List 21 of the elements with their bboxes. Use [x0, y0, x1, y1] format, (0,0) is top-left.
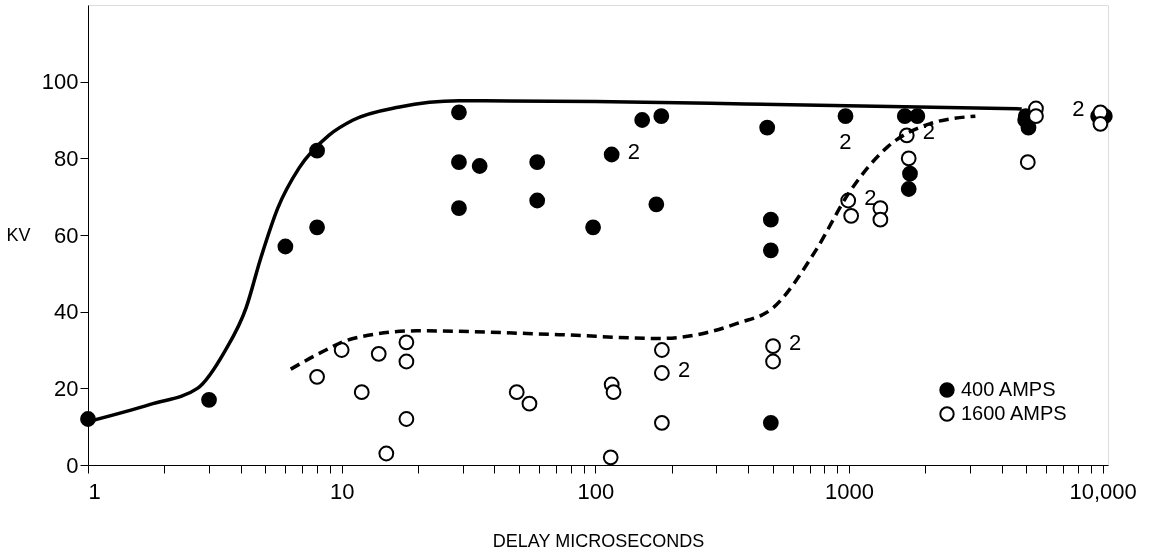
- x-tick-label: 1000: [824, 478, 874, 504]
- x-tick-label: 1: [88, 478, 101, 504]
- y-tick-label: 100: [41, 69, 79, 95]
- annotation: 2: [677, 357, 691, 382]
- x-tick-label: 10,000: [1069, 478, 1137, 504]
- legend-label: 400 AMPS: [961, 378, 1056, 400]
- annotation: 2: [1072, 96, 1085, 122]
- annotation: 2: [627, 138, 640, 164]
- y-tick-label: 60: [54, 222, 79, 248]
- y-tick-label: 20: [54, 375, 79, 401]
- y-tick-label: 80: [54, 145, 79, 171]
- y-tick-label: 0: [66, 452, 79, 478]
- legend-label: 1600 AMPS: [961, 402, 1067, 424]
- annotation: 2: [839, 129, 852, 155]
- x-tick-label: 100: [577, 478, 615, 504]
- y-tick-label: 40: [54, 299, 79, 325]
- y-axis-title: KV: [6, 224, 31, 245]
- x-tick-label: 10: [329, 478, 355, 504]
- annotation: 2: [789, 330, 802, 356]
- annotation: 2: [864, 184, 877, 210]
- x-axis-title: DELAY MICROSECONDS: [492, 530, 705, 551]
